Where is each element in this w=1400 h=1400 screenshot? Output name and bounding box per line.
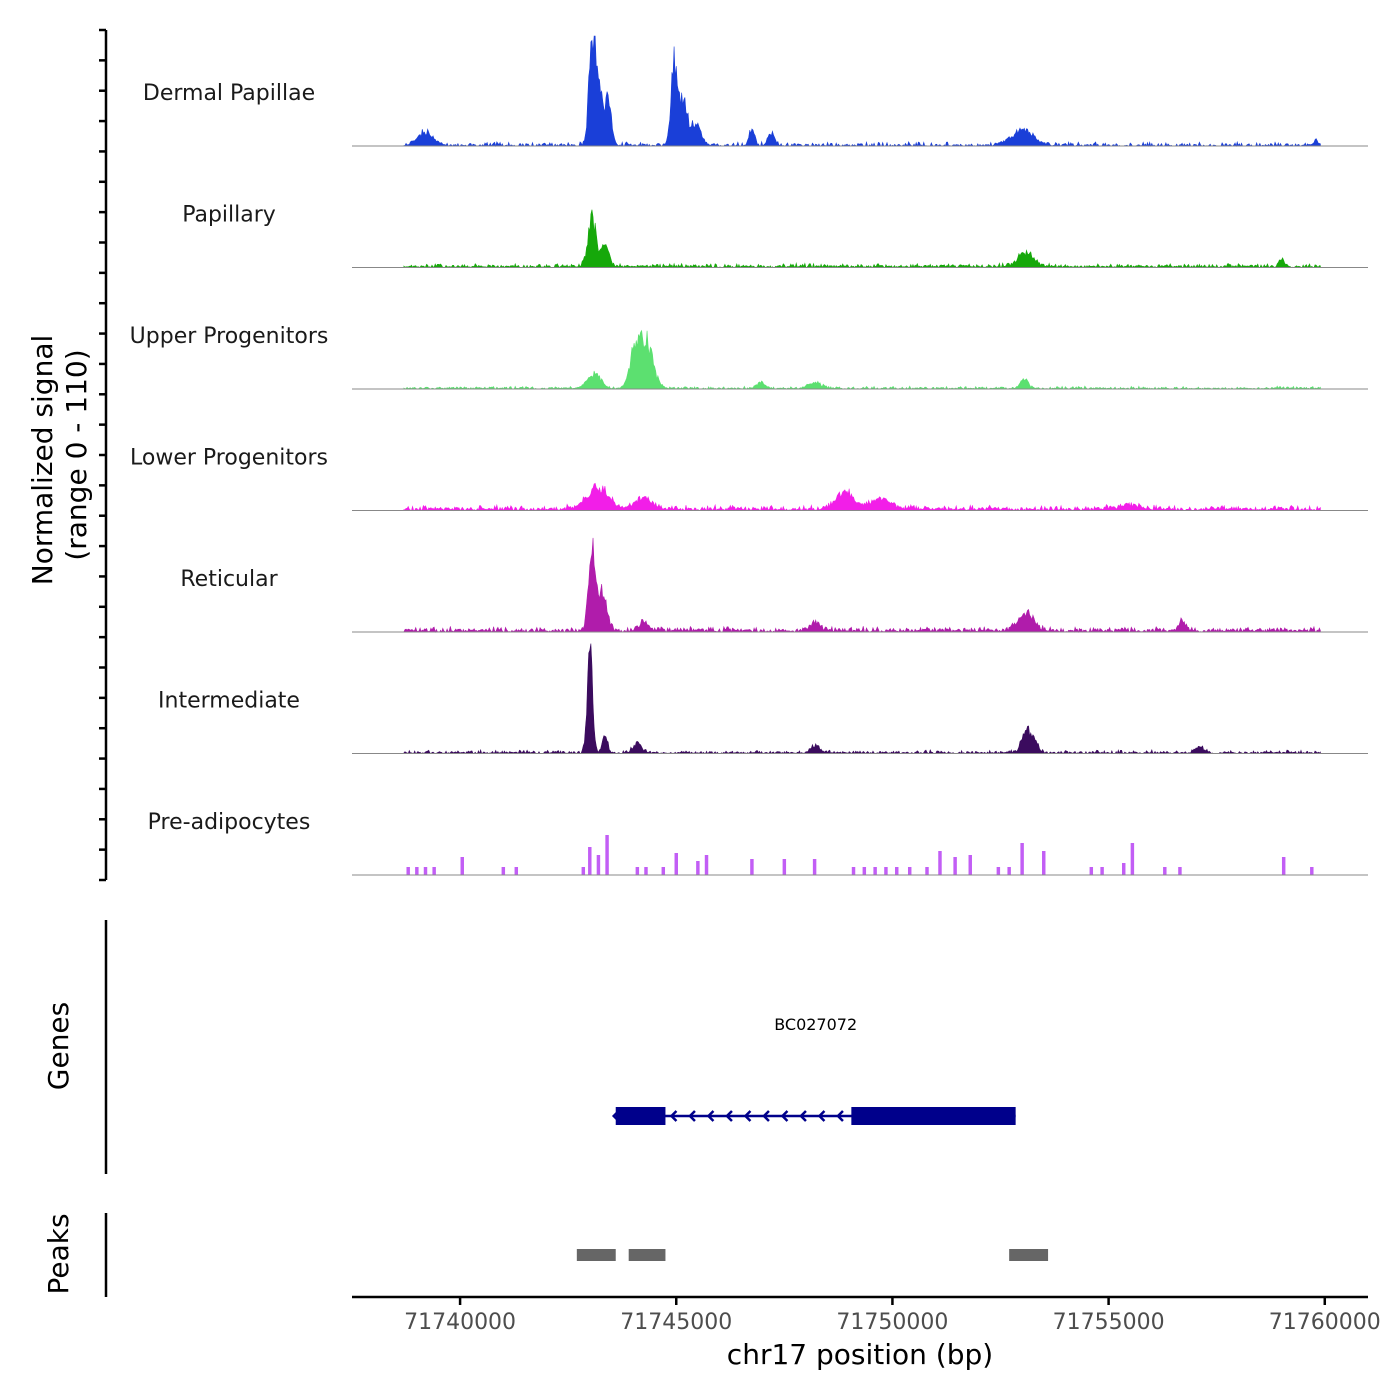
axes: 71740000 71745000 71750000 71755000 71760000 [99,28,1381,1335]
coverage-bar [704,855,709,875]
coverage-area [403,643,1321,755]
coverage-bar [460,857,464,875]
coverage-bar [968,855,972,875]
track-label: Pre-adipocytes [148,810,311,835]
track-label: Intermediate [158,689,300,714]
x-axis-title: chr17 position (bp) [727,1338,993,1371]
coverage-bar [851,867,856,875]
track-intermediate [352,643,1368,755]
coverage-bar [501,867,506,875]
coverage-bar [884,867,888,875]
coverage-bar [1310,867,1314,875]
coverage-bar [1020,843,1024,875]
strand-arrow [725,1110,733,1122]
x-tick-label: 71740000 [404,1310,516,1335]
y-axis-title-line1: Normalized signal [26,335,59,586]
track-dermal-papillae [352,35,1368,148]
coverage-bar [953,857,957,875]
coverage-bar [895,867,899,875]
coverage-bar [1281,857,1286,875]
strand-arrow [688,1110,696,1122]
peaks-axis-title: Peaks [42,1213,75,1294]
strand-arrow [743,1110,752,1122]
coverage-bar [406,867,410,875]
coverage-bar [432,867,436,875]
strand-arrow [836,1110,844,1122]
coverage-area [403,329,1321,390]
coverage-bar [750,859,754,875]
track-papillary [352,209,1368,269]
coverage-bar [862,867,867,875]
strand-arrow [669,1110,678,1122]
coverage-bar [1163,867,1167,875]
coverage-bar [782,859,787,875]
gene-annotation-track: BC027072 [611,1015,1016,1125]
coverage-bar [907,867,912,875]
coverage-bar [588,847,592,875]
coverage-bar [635,867,640,875]
coverage-area [403,482,1321,512]
x-tick-label: 71750000 [836,1310,948,1335]
strand-arrow [762,1110,770,1122]
peak-region [1009,1249,1049,1261]
coverage-bar [514,867,519,875]
coverage-bar [1178,867,1182,875]
gene-name-label: BC027072 [774,1015,857,1034]
track-upper-progenitors [352,329,1368,390]
track-label: Lower Progenitors [130,446,328,471]
track-label: Papillary [182,203,276,228]
gene-exon [615,1107,666,1125]
coverage-tracks [352,35,1368,876]
coverage-bar [1007,867,1011,875]
coverage-bar [1089,867,1094,875]
coverage-bar [661,867,666,875]
coverage-bar [423,867,428,875]
coverage-bar [1122,863,1126,875]
x-tick-label: 71760000 [1269,1310,1381,1335]
peak-region-track [576,1249,1049,1261]
track-label: Reticular [180,567,278,592]
peak-region [576,1249,616,1261]
strand-arrow [780,1110,789,1122]
coverage-area [403,537,1321,634]
coverage-bar [1130,843,1135,875]
gene-model: BC027072 [611,1015,1016,1125]
genes-axis-title: Genes [42,1002,75,1090]
track-lower-progenitors [352,482,1368,512]
coverage-bar [415,867,419,875]
coverage-bar [674,853,678,875]
coverage-bar [873,867,877,875]
coverage-bar [581,867,586,875]
x-tick-label: 71755000 [1053,1310,1165,1335]
y-axis-title-line2: (range 0 - 110) [60,349,93,560]
track-pre-adipocytes [352,835,1368,876]
coverage-bar [1042,851,1046,875]
coverage-bar [1100,867,1104,875]
x-tick-label: 71745000 [620,1310,732,1335]
coverage-bar [938,851,942,875]
coverage-bar [696,861,700,875]
track-reticular [352,537,1368,634]
coverage-bar [812,859,817,875]
track-label: Dermal Papillae [143,81,315,106]
gene-exon [851,1107,1016,1125]
coverage-area [403,35,1321,148]
strand-arrow [817,1110,826,1122]
coverage-area [403,209,1321,269]
coverage-bar [925,867,929,875]
track-label: Upper Progenitors [130,324,329,349]
track-labels: Dermal Papillae Papillary Upper Progenitor… [130,81,329,835]
coverage-bar [644,867,648,875]
strand-arrow [706,1110,715,1122]
coverage-bar [605,835,609,875]
strand-arrow [799,1110,807,1122]
peak-region [628,1249,666,1261]
coverage-bar [996,867,1001,875]
coverage-bar [596,855,601,875]
